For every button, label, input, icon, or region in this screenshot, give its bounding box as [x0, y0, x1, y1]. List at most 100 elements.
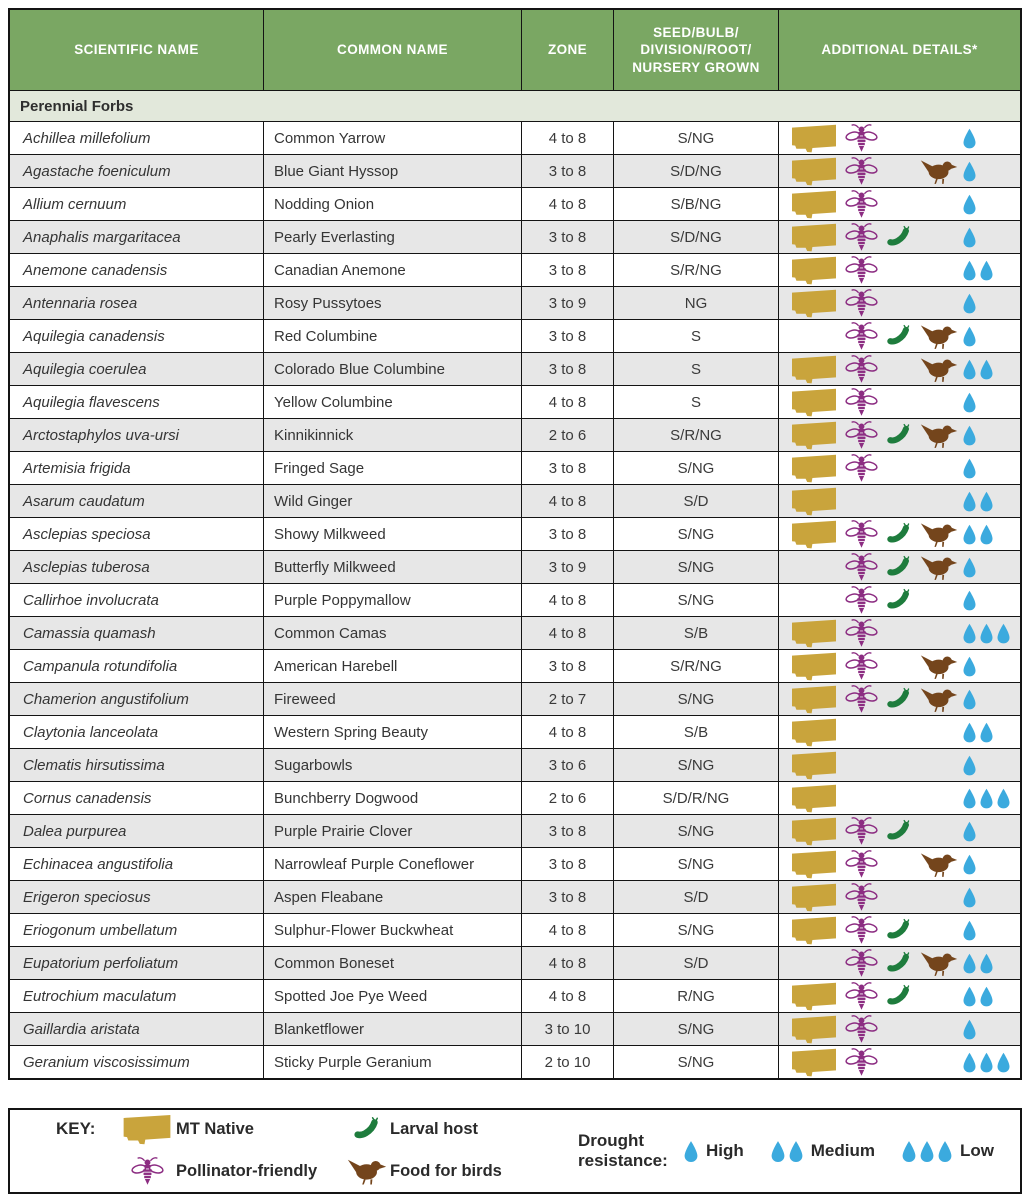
slot-cat	[881, 188, 916, 220]
food-for-birds-icon	[920, 686, 958, 713]
additional-details-cell	[779, 122, 1020, 154]
mt-native-icon	[789, 122, 839, 154]
droplet-icon	[788, 1140, 804, 1163]
droplet-icon	[996, 788, 1011, 809]
common-name-cell: Butterfly Milkweed	[264, 551, 522, 583]
slot-bee	[841, 716, 881, 748]
pollinator-icon	[130, 1153, 164, 1190]
scientific-name-cell: Erigeron speciosus	[10, 881, 264, 913]
pollinator-icon	[844, 947, 878, 979]
common-name-cell: Yellow Columbine	[264, 386, 522, 418]
zone-cell: 4 to 8	[522, 914, 614, 946]
zone-cell: 3 to 8	[522, 848, 614, 880]
scientific-name-cell: Aquilegia canadensis	[10, 320, 264, 352]
scientific-name-cell: Chamerion angustifolium	[10, 683, 264, 715]
zone-cell: 3 to 8	[522, 254, 614, 286]
slot-bee	[841, 848, 881, 880]
slot-bee	[841, 881, 881, 913]
key-icon-legend: KEY: MT Native Larval host Pollinator-fr…	[56, 1112, 540, 1190]
table-row: Camassia quamash Common Camas 4 to 8 S/B	[10, 616, 1020, 649]
slot-bird	[916, 683, 962, 715]
slot-cat	[881, 815, 916, 847]
seed-source-cell: S/B	[614, 716, 779, 748]
pollinator-icon	[844, 254, 878, 286]
droplet-icon	[962, 458, 977, 479]
additional-details-cell	[779, 320, 1020, 352]
slot-cat	[881, 419, 916, 451]
additional-details-cell	[779, 1046, 1020, 1078]
common-name-cell: Aspen Fleabane	[264, 881, 522, 913]
slot-bird	[916, 518, 962, 550]
food-for-birds-icon	[920, 950, 958, 977]
slot-cat	[881, 221, 916, 253]
seed-source-cell: S/D/NG	[614, 221, 779, 253]
additional-details-cell	[779, 815, 1020, 847]
header-common-name: COMMON NAME	[264, 10, 522, 90]
droplet-icon	[979, 986, 994, 1007]
drought-resistance-drops	[962, 788, 1014, 809]
table-row: Allium cernuum Nodding Onion 4 to 8 S/B/NG	[10, 187, 1020, 220]
drought-resistance-drops	[962, 623, 1014, 644]
scientific-name-cell: Asarum caudatum	[10, 485, 264, 517]
drought-resistance-drops	[962, 590, 1014, 611]
zone-cell: 4 to 8	[522, 980, 614, 1012]
pollinator-icon	[844, 914, 878, 946]
slot-mt	[787, 881, 841, 913]
slot-bee	[841, 782, 881, 814]
slot-mt	[787, 485, 841, 517]
table-row: Campanula rotundifolia American Harebell 3…	[10, 649, 1020, 682]
food-for-birds-icon	[920, 554, 958, 581]
slot-bird	[916, 320, 962, 352]
zone-cell: 3 to 8	[522, 881, 614, 913]
slot-cat	[881, 1013, 916, 1045]
table-row: Artemisia frigida Fringed Sage 3 to 8 S/NG	[10, 451, 1020, 484]
seed-source-cell: S/NG	[614, 452, 779, 484]
slot-mt	[787, 254, 841, 286]
slot-mt	[787, 122, 841, 154]
slot-cat	[881, 848, 916, 880]
slot-cat	[881, 122, 916, 154]
zone-cell: 3 to 8	[522, 518, 614, 550]
header-scientific-name: SCIENTIFIC NAME	[10, 10, 264, 90]
slot-cat	[881, 782, 916, 814]
seed-source-cell: S	[614, 386, 779, 418]
table-row: Antennaria rosea Rosy Pussytoes 3 to 9 NG	[10, 286, 1020, 319]
additional-details-cell	[779, 485, 1020, 517]
drought-resistance-drops	[962, 755, 1014, 776]
header-additional-details: ADDITIONAL DETAILS*	[779, 10, 1020, 90]
droplet-icon	[962, 392, 977, 413]
scientific-name-cell: Geranium viscosissimum	[10, 1046, 264, 1078]
scientific-name-cell: Eutrochium maculatum	[10, 980, 264, 1012]
plant-table: SCIENTIFIC NAME COMMON NAME ZONE SEED/BU…	[8, 8, 1022, 1080]
slot-cat	[881, 1046, 916, 1078]
common-name-cell: Bunchberry Dogwood	[264, 782, 522, 814]
header-zone-label: ZONE	[547, 42, 588, 58]
mt-native-icon	[789, 155, 839, 187]
larval-host-icon	[886, 586, 912, 614]
slot-bee	[841, 353, 881, 385]
additional-details-cell	[779, 254, 1020, 286]
droplet-icon	[962, 854, 977, 875]
slot-bee	[841, 551, 881, 583]
pollinator-icon	[844, 551, 878, 583]
mt-native-icon	[789, 188, 839, 220]
pollinator-icon	[844, 683, 878, 715]
droplet-icon	[962, 227, 977, 248]
larval-host-icon	[886, 553, 912, 581]
table-row: Echinacea angustifolia Narrowleaf Purple …	[10, 847, 1020, 880]
slot-mt	[787, 1046, 841, 1078]
droplet-icon	[962, 293, 977, 314]
mt-native-icon	[789, 386, 839, 418]
zone-cell: 2 to 6	[522, 782, 614, 814]
additional-details-cell	[779, 716, 1020, 748]
zone-cell: 4 to 8	[522, 485, 614, 517]
common-name-cell: Common Yarrow	[264, 122, 522, 154]
slot-bee	[841, 650, 881, 682]
droplet-icon	[683, 1140, 699, 1163]
slot-mt	[787, 320, 841, 352]
mt-native-icon	[789, 353, 839, 385]
slot-mt	[787, 947, 841, 979]
slot-cat	[881, 320, 916, 352]
slot-bird	[916, 947, 962, 979]
